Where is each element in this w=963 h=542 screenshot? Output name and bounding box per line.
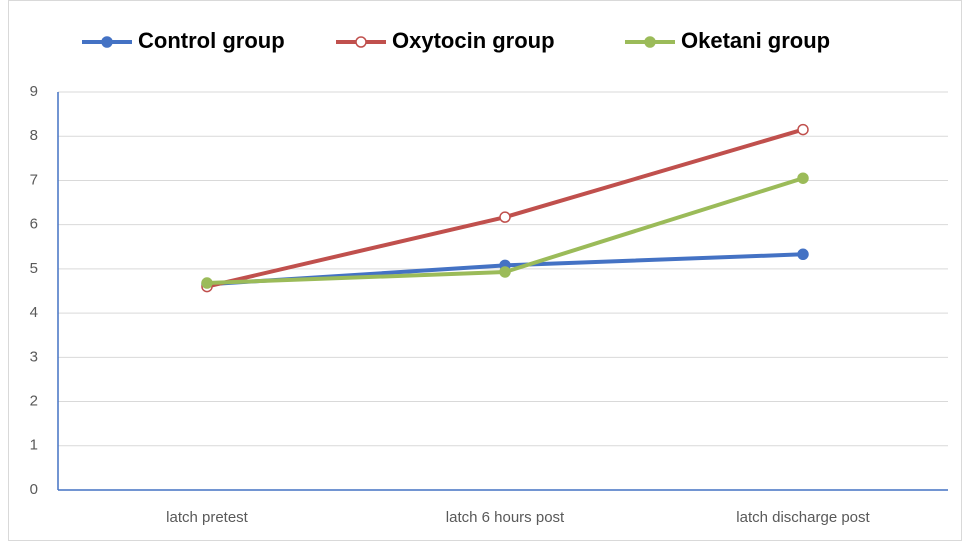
- y-tick-label: 6: [30, 216, 38, 233]
- y-tick-label: 7: [30, 171, 38, 188]
- y-tick-label: 0: [30, 481, 38, 498]
- y-tick-label: 1: [30, 437, 38, 454]
- legend-label: Control group: [138, 28, 285, 53]
- x-tick-label: latch 6 hours post: [446, 509, 565, 526]
- y-tick-label: 9: [30, 83, 38, 100]
- x-tick-label: latch pretest: [166, 509, 249, 526]
- data-point: [499, 211, 511, 223]
- legend-marker: [355, 36, 367, 48]
- data-point: [201, 277, 213, 289]
- data-point: [499, 266, 511, 278]
- legend-label: Oxytocin group: [392, 28, 555, 53]
- data-point: [797, 248, 809, 261]
- y-tick-label: 2: [30, 393, 38, 410]
- chart-frame: [8, 0, 962, 541]
- y-tick-label: 5: [30, 260, 38, 277]
- legend-marker: [101, 36, 113, 48]
- data-point: [797, 172, 809, 184]
- legend-marker: [644, 36, 656, 48]
- y-tick-label: 4: [30, 304, 38, 321]
- data-point: [797, 123, 809, 136]
- y-tick-label: 3: [30, 348, 38, 365]
- y-tick-label: 8: [30, 127, 38, 144]
- legend-label: Oketani group: [681, 28, 830, 53]
- x-tick-label: latch discharge post: [736, 509, 870, 526]
